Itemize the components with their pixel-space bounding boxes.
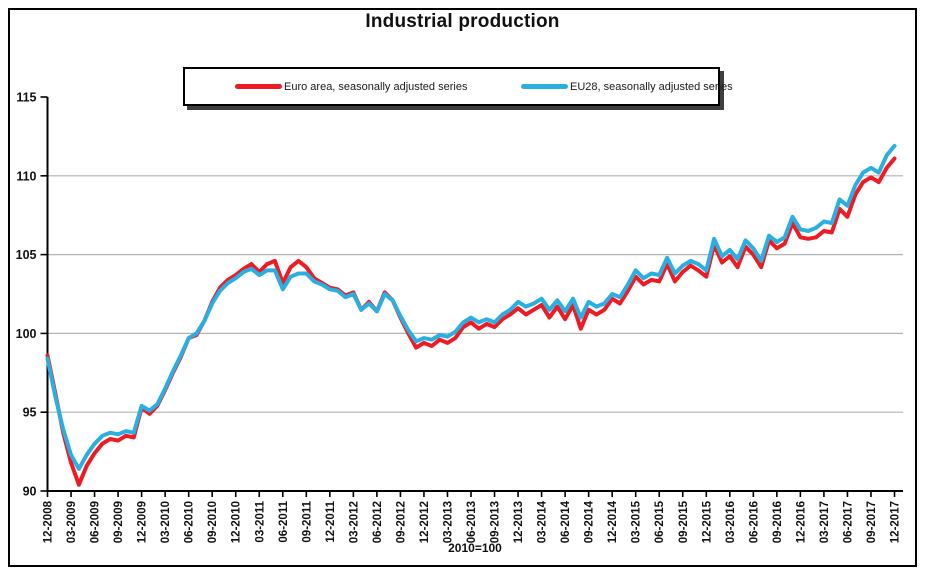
x-tick-label: 03-2012 <box>348 501 360 543</box>
x-tick-label: 12-2015 <box>701 500 713 543</box>
x-tick-label: 03-2011 <box>254 500 266 542</box>
x-tick-label: 06-2014 <box>560 500 572 543</box>
x-tick-label: 03-2009 <box>66 501 78 543</box>
x-tick-label: 09-2016 <box>772 501 784 543</box>
x-tick-label: 09-2011 <box>301 500 313 542</box>
y-tick-label: 115 <box>16 91 36 105</box>
x-tick-label: 12-2016 <box>795 501 807 543</box>
series-line-euro-area <box>45 156 897 487</box>
series-line-eu28 <box>45 143 897 471</box>
euro-area-line-swatch-icon <box>235 84 282 89</box>
x-tick-label: 12-2010 <box>231 501 243 543</box>
x-tick-label: 03-2015 <box>631 500 643 543</box>
x-tick-label: 12-2012 <box>419 501 431 543</box>
x-tick-label: 06-2017 <box>842 501 854 543</box>
x-tick-label: 03-2013 <box>442 501 454 543</box>
x-tick-label: 09-2012 <box>395 501 407 543</box>
x-tick-label: 03-2016 <box>725 501 737 543</box>
x-tick-label: 06-2009 <box>90 501 102 543</box>
x-tick-label: 12-2008 <box>43 500 55 543</box>
x-tick-label: 12-2014 <box>607 500 619 543</box>
x-tick-label: 09-2015 <box>678 500 690 543</box>
x-tick-label: 06-2012 <box>372 501 384 543</box>
x-tick-label: 06-2011 <box>278 500 290 542</box>
y-tick-label: 95 <box>23 406 37 420</box>
x-tick-label: 03-2017 <box>819 501 831 543</box>
x-tick-label: 09-2014 <box>584 500 596 543</box>
legend-item-euro-area: Euro area, seasonally adjusted series <box>235 81 467 93</box>
y-tick-label: 90 <box>23 485 37 499</box>
y-tick-label: 105 <box>16 248 37 262</box>
legend-label-euro-area: Euro area, seasonally adjusted series <box>284 80 468 93</box>
chart-title: Industrial production <box>365 11 560 32</box>
y-tick-label: 110 <box>16 169 36 183</box>
x-tick-label: 03-2010 <box>160 501 172 543</box>
x-tick-label: 03-2014 <box>537 500 549 543</box>
x-tick-label: 12-2011 <box>325 500 337 542</box>
chart-border-frame <box>8 8 917 567</box>
legend-box: Euro area, seasonally adjusted series EU… <box>183 67 733 106</box>
x-tick-label: 09-2017 <box>866 501 878 543</box>
x-tick-label: 12-2009 <box>137 501 149 543</box>
legend-label-eu28: EU28, seasonally adjusted series <box>570 80 733 93</box>
eu28-line-swatch-icon <box>521 84 568 89</box>
x-tick-label: 06-2013 <box>466 501 478 543</box>
x-tick-label: 12-2017 <box>890 501 902 543</box>
x-tick-label: 06-2010 <box>184 501 196 543</box>
x-tick-label: 12-2013 <box>513 501 525 543</box>
legend-item-eu28: EU28, seasonally adjusted series <box>521 81 733 93</box>
x-tick-label: 09-2009 <box>113 501 125 543</box>
x-tick-label: 09-2013 <box>490 501 502 543</box>
x-tick-label: 09-2010 <box>207 501 219 543</box>
x-axis-note: 2010=100 <box>448 541 502 555</box>
y-tick-label: 100 <box>16 327 37 341</box>
x-tick-label: 06-2015 <box>654 500 666 543</box>
x-tick-label: 06-2016 <box>748 501 760 543</box>
